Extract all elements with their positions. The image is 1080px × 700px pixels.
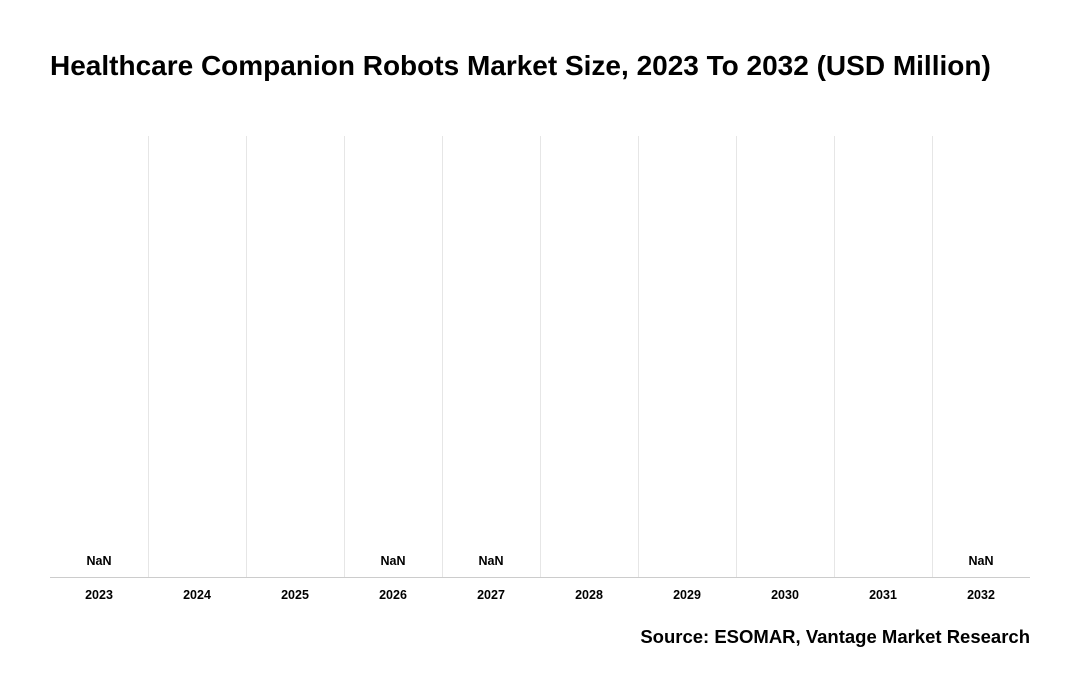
grid-line xyxy=(932,136,933,577)
x-axis-label: 2030 xyxy=(771,588,799,602)
grid-line xyxy=(246,136,247,577)
grid-line xyxy=(834,136,835,577)
x-axis-label: 2029 xyxy=(673,588,701,602)
x-axis-label: 2027 xyxy=(477,588,505,602)
x-axis-label: 2025 xyxy=(281,588,309,602)
x-axis-label: 2028 xyxy=(575,588,603,602)
grid-line xyxy=(442,136,443,577)
column-value-label: NaN xyxy=(86,554,111,568)
x-axis-label: 2031 xyxy=(869,588,897,602)
grid-line xyxy=(344,136,345,577)
chart-title: Healthcare Companion Robots Market Size,… xyxy=(50,50,991,82)
plot-area xyxy=(50,136,1030,578)
chart-source: Source: ESOMAR, Vantage Market Research xyxy=(640,626,1030,648)
x-axis-label: 2026 xyxy=(379,588,407,602)
x-axis-label: 2024 xyxy=(183,588,211,602)
chart-container: Healthcare Companion Robots Market Size,… xyxy=(0,0,1080,700)
grid-line xyxy=(638,136,639,577)
x-axis-label: 2023 xyxy=(85,588,113,602)
column-value-label: NaN xyxy=(380,554,405,568)
grid-line xyxy=(148,136,149,577)
grid-line xyxy=(736,136,737,577)
column-value-label: NaN xyxy=(478,554,503,568)
grid-line xyxy=(540,136,541,577)
column-value-label: NaN xyxy=(968,554,993,568)
x-axis-label: 2032 xyxy=(967,588,995,602)
